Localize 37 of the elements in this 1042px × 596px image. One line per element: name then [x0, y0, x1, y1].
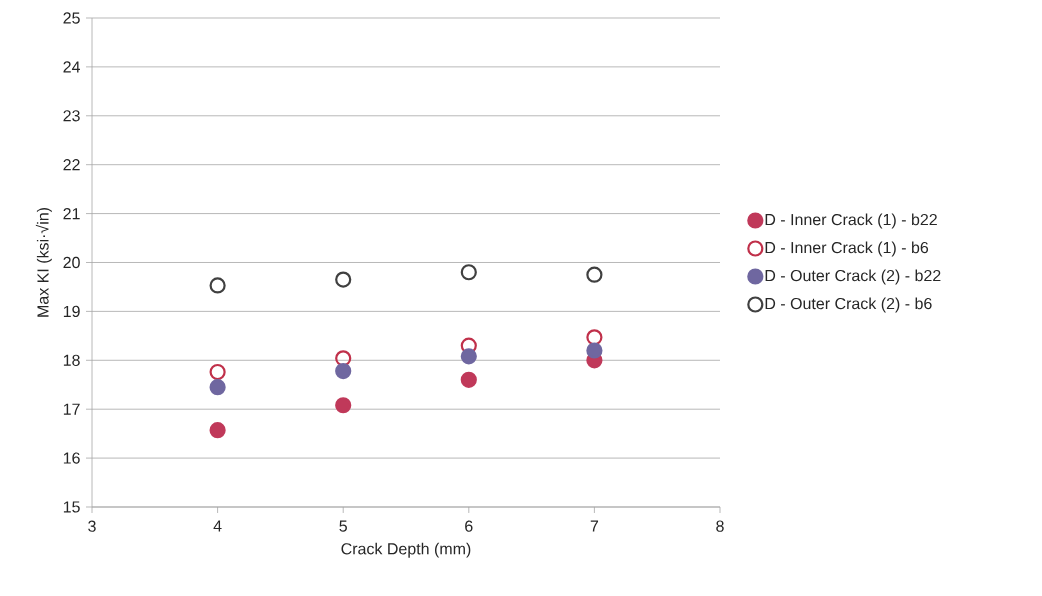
y-tick-label: 24 — [63, 61, 80, 73]
point — [586, 329, 603, 346]
x-tick-label: 7 — [590, 520, 599, 532]
x-tick-label: 8 — [716, 520, 724, 532]
y-tick-label: 20 — [63, 256, 80, 269]
x-axis-title: Crack Depth (mm) — [341, 542, 471, 558]
y-tick-label: 21 — [63, 208, 80, 220]
point — [335, 397, 352, 414]
x-tick-label: 6 — [465, 520, 473, 532]
x-tick-label: 5 — [339, 520, 347, 532]
point — [209, 422, 226, 439]
y-axis-title: Max KI (ksi·√in) — [35, 208, 52, 317]
x-tick-label: 4 — [213, 520, 222, 532]
point — [335, 271, 352, 288]
y-tick-label: 25 — [63, 12, 80, 24]
point — [209, 277, 226, 294]
point — [335, 350, 352, 367]
legend-label: D - Outer Crack (2) - b22 — [765, 269, 941, 285]
y-tick-label: 18 — [63, 354, 80, 366]
point — [586, 266, 603, 283]
point — [460, 264, 477, 281]
point — [460, 348, 477, 365]
x-tick-label: 3 — [88, 520, 96, 532]
point — [209, 363, 226, 381]
point — [460, 371, 477, 388]
y-tick-label: 19 — [63, 305, 80, 318]
y-tick-label: 15 — [63, 501, 80, 513]
point — [586, 342, 603, 359]
point — [335, 362, 352, 380]
y-tick-label: 16 — [63, 452, 80, 464]
point — [209, 379, 226, 396]
legend-label: D - Inner Crack (1) - b22 — [765, 213, 937, 229]
y-tick-label: 23 — [63, 110, 80, 122]
y-tick-label: 22 — [63, 159, 80, 171]
legend-label: D - Outer Crack (2) - b6 — [765, 297, 932, 313]
legend-label: D - Inner Crack (1) - b6 — [765, 241, 929, 257]
y-tick-label: 17 — [63, 403, 80, 415]
